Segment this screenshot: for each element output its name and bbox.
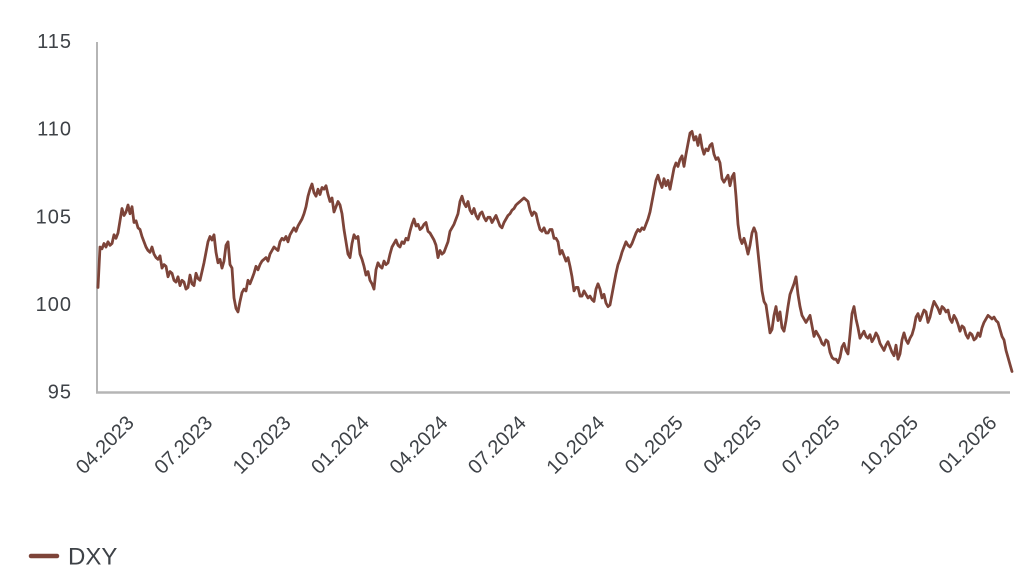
y-tick-label: 100 <box>36 294 72 316</box>
x-tick-label: 04.2025 <box>699 412 766 479</box>
x-tick-label: 01.2024 <box>307 412 374 479</box>
x-tick-label: 01.2025 <box>621 412 688 479</box>
x-axis-tick-labels: 04.2023 07.2023 10.2023 01.2024 04.2024 07.20… <box>72 412 1001 479</box>
x-tick-label: 04.2024 <box>386 412 453 479</box>
y-tick-label: 110 <box>37 119 72 141</box>
dxy-series-line <box>96 130 1014 373</box>
x-tick-label: 07.2023 <box>150 412 217 479</box>
x-tick-label: 07.2024 <box>464 412 531 479</box>
legend-series-label: DXY <box>68 544 117 571</box>
axes <box>96 42 1010 394</box>
x-tick-label: 04.2023 <box>72 412 139 479</box>
x-tick-label: 01.2026 <box>935 412 1002 479</box>
y-tick-label: 105 <box>36 206 72 228</box>
x-tick-label: 07.2025 <box>778 412 845 479</box>
x-tick-label: 10.2025 <box>856 412 923 479</box>
y-tick-label: 95 <box>48 382 72 404</box>
x-tick-label: 10.2023 <box>229 412 296 479</box>
legend: DXY <box>28 544 117 571</box>
y-axis-tick-labels: 95 100 105 110 115 <box>36 31 72 404</box>
y-tick-label: 115 <box>37 31 72 53</box>
x-tick-label: 10.2024 <box>543 412 610 479</box>
